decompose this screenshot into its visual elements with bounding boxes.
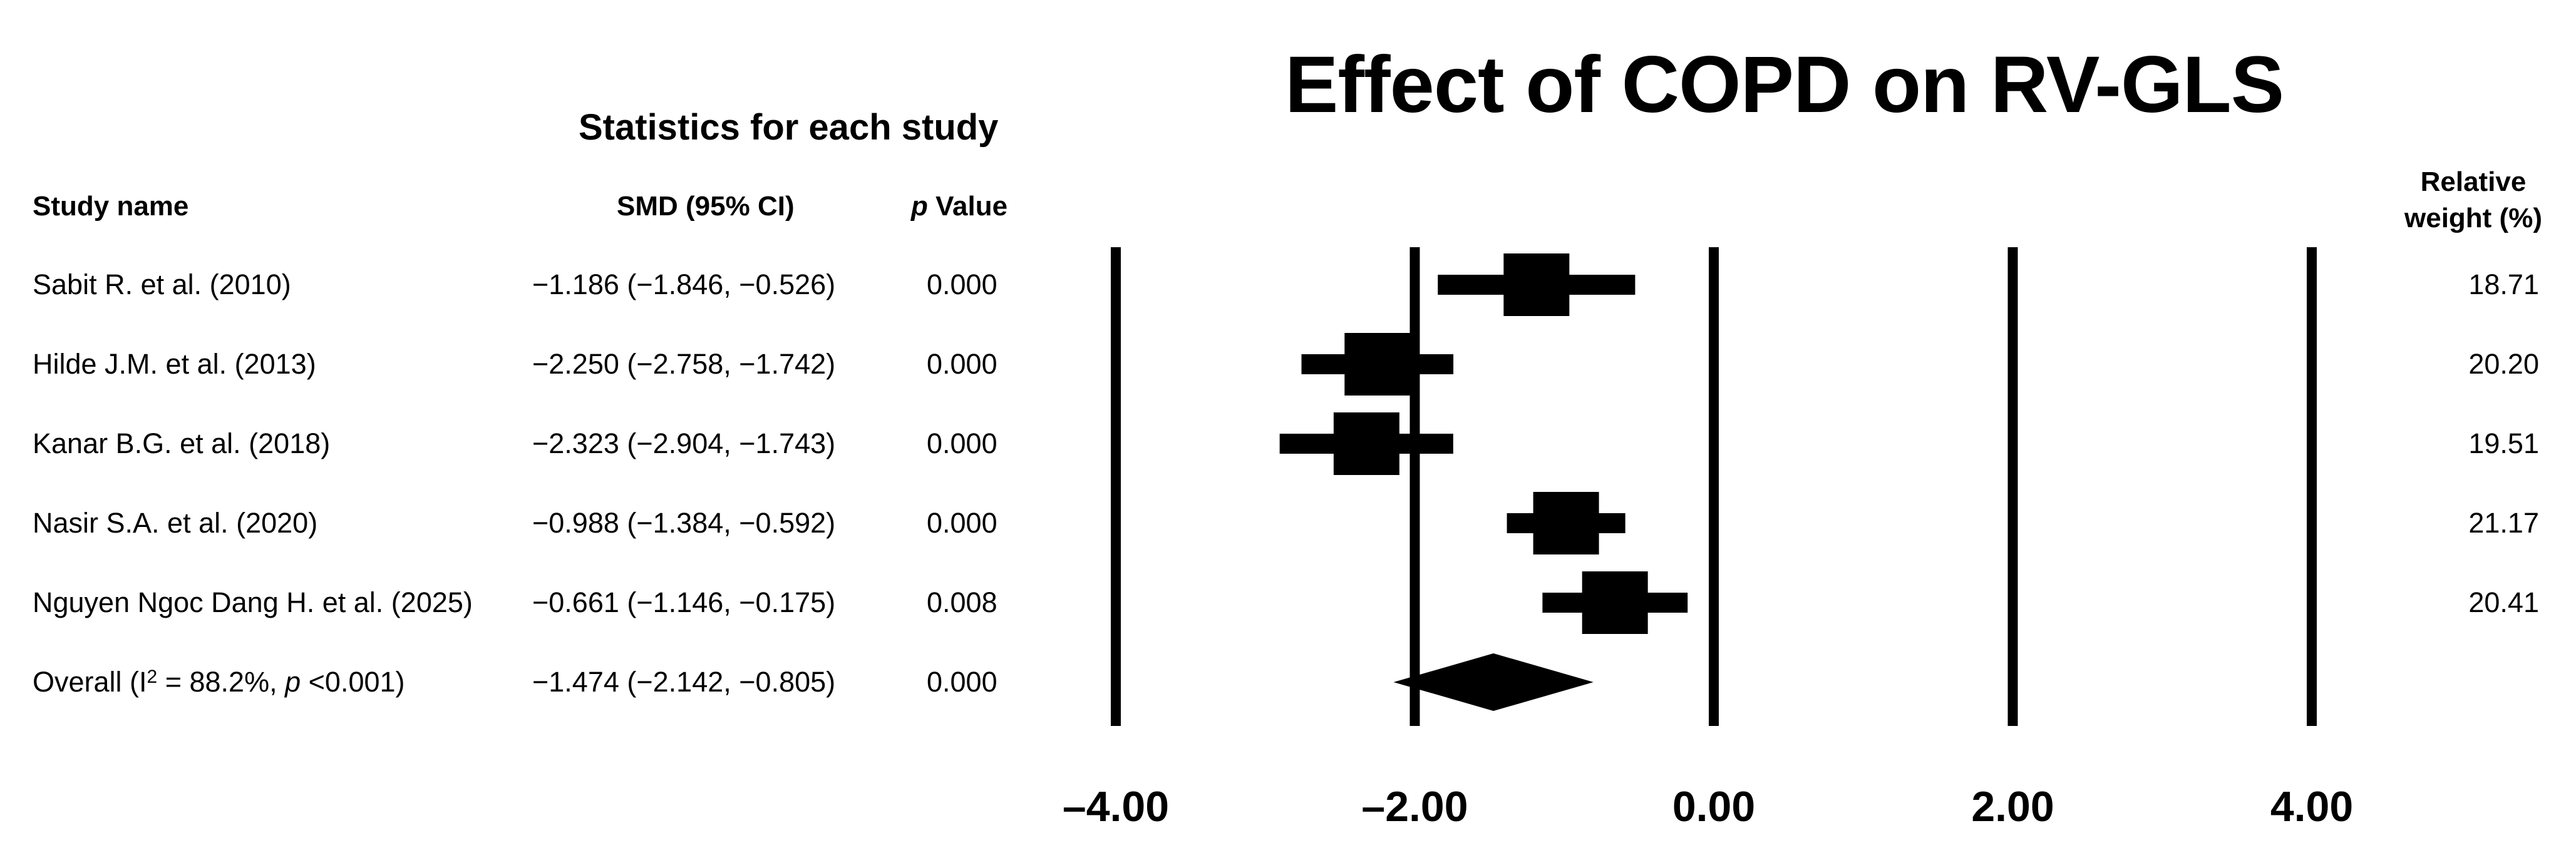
overall-diamond: [1393, 653, 1594, 711]
overall-smd-ci: −1.474 (−2.142, −0.805): [532, 666, 836, 698]
study-smd-ci: −0.661 (−1.146, −0.175): [532, 586, 836, 618]
study-name: Nasir S.A. et al. (2020): [33, 507, 318, 539]
study-point-estimate: [1533, 492, 1599, 554]
overall-name: Overall (I2 = 88.2%, p <0.001): [33, 665, 405, 700]
study-name-header: Study name: [33, 191, 189, 222]
p-value-header: p Value: [911, 191, 1007, 222]
overall-p-value: 0.000: [927, 666, 997, 698]
smd-header: SMD (95% CI): [617, 191, 795, 222]
study-point-estimate: [1344, 333, 1411, 396]
study-p-value: 0.000: [927, 427, 997, 459]
study-p-value: 0.000: [927, 268, 997, 300]
relative-weight-header: Relative weight (%): [2404, 166, 2542, 233]
p-value-header-italic: p: [911, 191, 928, 222]
study-point-estimate: [1582, 571, 1648, 634]
study-point-estimate: [1503, 253, 1570, 316]
x-tick-label: 2.00: [1971, 783, 2054, 830]
study-name: Hilde J.M. et al. (2013): [33, 348, 316, 380]
x-tick-label: –4.00: [1063, 783, 1169, 830]
overall-name-prefix: Overall (I: [33, 666, 147, 698]
study-smd-ci: −2.250 (−2.758, −1.742): [532, 348, 836, 380]
x-tick-label: 4.00: [2270, 783, 2353, 830]
study-weight: 19.51: [2468, 427, 2539, 459]
p-value-header-text: Value: [935, 191, 1008, 222]
study-weight: 20.41: [2468, 586, 2539, 618]
study-smd-ci: −2.323 (−2.904, −1.743): [532, 427, 836, 459]
study-p-value: 0.000: [927, 507, 997, 539]
overall-name-suffix: <0.001): [301, 666, 405, 698]
study-p-value: 0.008: [927, 586, 997, 618]
overall-name-superscript: 2: [147, 667, 158, 687]
study-weight: 18.71: [2468, 268, 2539, 300]
study-weight: 20.20: [2468, 348, 2539, 380]
section-title: Statistics for each study: [579, 107, 999, 148]
study-weight: 21.17: [2468, 507, 2539, 539]
x-tick-label: 0.00: [1672, 783, 1755, 830]
study-smd-ci: −1.186 (−1.846, −0.526): [532, 268, 836, 300]
study-p-value: 0.000: [927, 348, 997, 380]
chart-title: Effect of COPD on RV-GLS: [1285, 40, 2284, 130]
study-point-estimate: [1333, 412, 1399, 475]
study-smd-ci: −0.988 (−1.384, −0.592): [532, 507, 836, 539]
x-tick-label: –2.00: [1361, 783, 1468, 830]
study-name: Nguyen Ngoc Dang H. et al. (2025): [33, 586, 473, 618]
overall-name-heterogeneity: = 88.2%,: [157, 666, 286, 698]
overall-name-p: p: [285, 666, 301, 698]
study-name: Sabit R. et al. (2010): [33, 268, 291, 300]
study-name: Kanar B.G. et al. (2018): [33, 427, 331, 459]
